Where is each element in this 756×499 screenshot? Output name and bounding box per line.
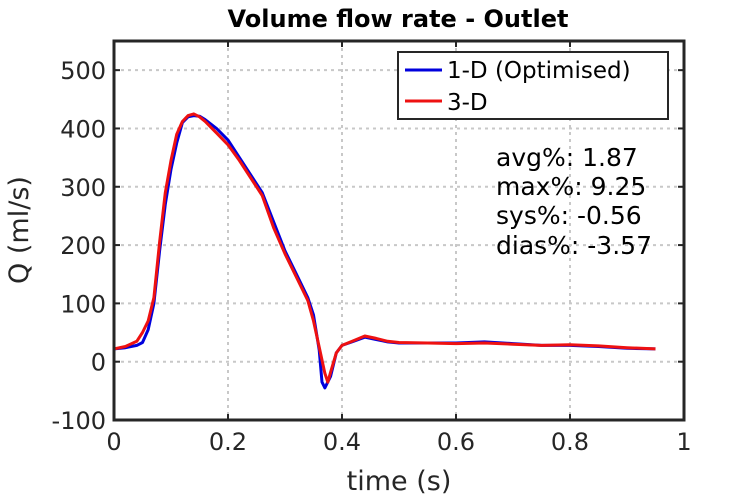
- x-tick-label: 0.4: [323, 428, 361, 456]
- legend-label-1d: 1-D (Optimised): [447, 58, 631, 84]
- y-tick-label: 500: [60, 57, 106, 85]
- chart-title: Volume flow rate - Outlet: [228, 5, 569, 33]
- x-tick-label: 0.2: [209, 428, 247, 456]
- y-tick-label: 0: [91, 349, 106, 377]
- y-tick-label: 100: [60, 290, 106, 318]
- y-axis-label: Q (ml/s): [4, 176, 35, 284]
- annotation-dias: dias%: -3.57: [496, 231, 652, 260]
- legend: 1-D (Optimised) 3-D: [397, 51, 669, 120]
- x-tick-label: 0.6: [437, 428, 475, 456]
- y-tick-label: 200: [60, 232, 106, 260]
- legend-label-3d: 3-D: [447, 90, 488, 116]
- x-tick-label: 0: [106, 428, 121, 456]
- annotation-avg: avg%: 1.87: [496, 143, 638, 172]
- stats-annotations: avg%: 1.87 max%: 9.25 sys%: -0.56 dias%:…: [496, 143, 652, 260]
- y-tick-label: 300: [60, 174, 106, 202]
- annotation-sys: sys%: -0.56: [496, 201, 642, 230]
- y-tick-label: 400: [60, 115, 106, 143]
- y-tick-label: -100: [52, 407, 106, 435]
- legend-box: [397, 51, 669, 120]
- x-tick-label: 0.8: [551, 428, 589, 456]
- plot-lines: [114, 112, 656, 390]
- series-line-3d: [114, 112, 656, 384]
- x-tick-label: 1: [676, 428, 691, 456]
- x-axis-label: time (s): [347, 466, 452, 497]
- annotation-max: max%: 9.25: [496, 172, 646, 201]
- plot-frame: [112, 39, 686, 422]
